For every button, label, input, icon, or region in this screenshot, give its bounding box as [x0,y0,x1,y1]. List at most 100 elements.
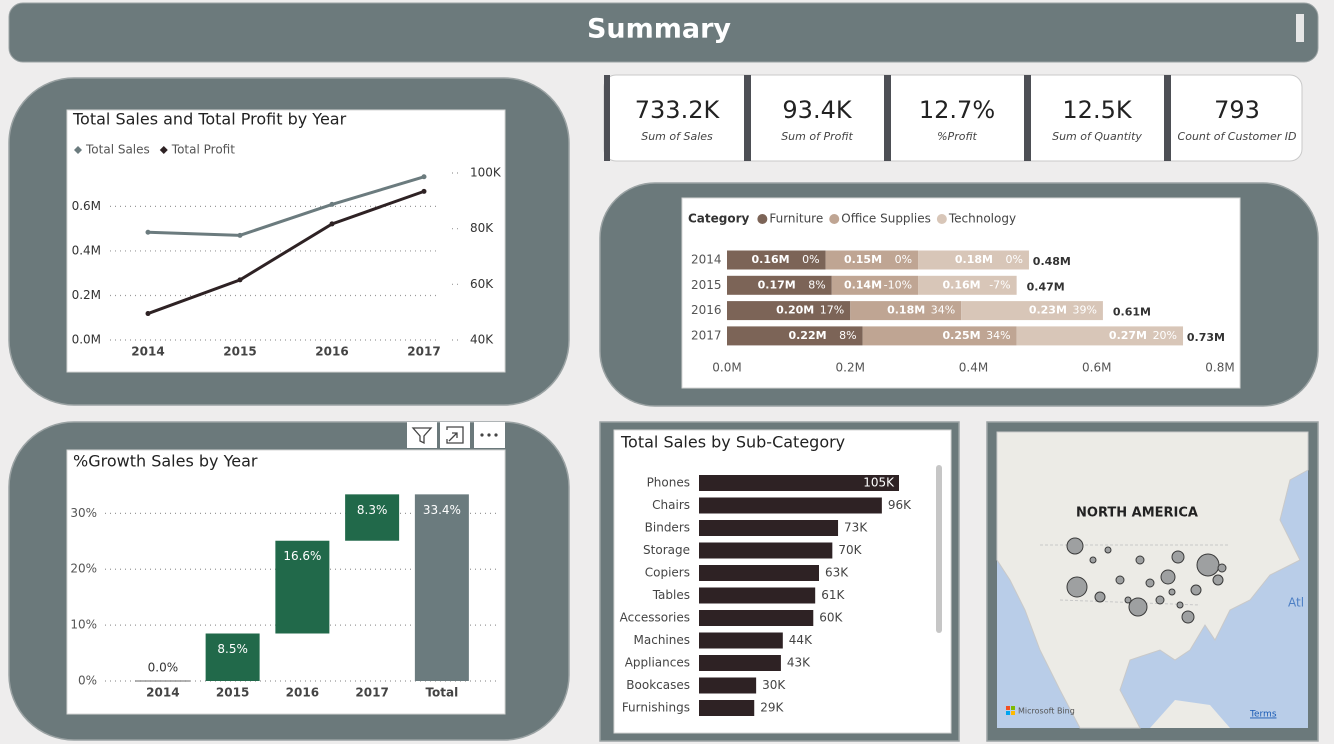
growth-label: 8% [839,329,856,342]
map-bubble [1190,584,1202,596]
bing-logo [1006,706,1010,710]
bar-segment [850,301,962,321]
y-tick-label: Appliances [625,656,690,670]
bar [699,565,819,581]
bar-segment [862,326,1017,346]
waterfall-bar [345,494,400,541]
header-bar [8,2,1319,63]
y-tick-label: 2014 [691,253,722,267]
map-terms[interactable]: Terms [1249,710,1277,720]
kpi-label: %Profit [937,130,977,143]
line-point [237,277,243,283]
bar-segment [831,275,919,295]
bar-segment [918,250,1029,270]
bar-segment [727,301,851,321]
scrollbar[interactable] [936,465,942,633]
legend-marker [159,146,168,154]
y-tick-label: 0.0M [72,333,101,347]
growth-label: 0% [1006,253,1023,266]
data-label: 30K [762,678,786,692]
map-bubble [1155,595,1165,605]
chart-title: %Growth Sales by Year [73,452,258,471]
map-bubble [1094,591,1106,603]
line-point [421,188,427,194]
legend-title: Category [688,212,750,226]
bing-logo [1006,711,1010,715]
map-bubble [1176,601,1184,609]
line-point [329,201,335,207]
map-bubble [1217,563,1227,573]
data-label: 0.22M [788,329,826,342]
y-tick-label: Storage [643,543,690,557]
map-bubble [1066,537,1084,555]
bar [699,700,755,716]
growth-label: 39% [1072,304,1096,317]
kpi-divider [604,75,610,161]
bar-segment [961,301,1103,321]
y-tick-label: 0.2M [72,288,101,302]
bar-segment [727,326,863,346]
total-label: 0.48M [1033,255,1071,268]
x-tick-label: 0.8M [1205,361,1234,375]
line-series [147,175,425,237]
bar [699,610,814,626]
x-tick-label: 2015 [223,345,256,359]
data-label: 61K [821,588,845,602]
legend-marker [829,214,840,224]
growth-label: 20% [1153,329,1177,342]
map-bubble [1104,546,1112,554]
header-handle [1296,14,1304,42]
map-provider: Microsoft Bing [1018,707,1075,716]
x-tick-label: 2014 [146,686,179,700]
growth-label: -7% [989,278,1010,291]
kpi-label: Sum of Profit [781,130,853,143]
map-bubble [1171,550,1185,564]
line-point [237,232,243,238]
kpi-value: 12.7% [919,96,995,124]
bar [699,497,882,514]
data-label: 0.20M [776,304,814,317]
y2-tick-label: 40K [470,333,494,347]
bar-segment [1016,326,1184,346]
kpi-divider [1164,75,1171,161]
legend-label: Technology [948,212,1016,226]
kpi-label: Count of Customer ID [1178,130,1297,143]
map-bubble [1115,575,1125,585]
more-dot [494,433,498,437]
data-label: 8.5% [217,642,248,656]
bar-segment [918,275,1017,295]
map-bubble [1196,553,1220,577]
map-bubble [1160,569,1176,585]
growth-label: 17% [820,304,844,317]
kpi-value: 12.5K [1062,96,1132,124]
growth-label: 0% [895,253,912,266]
waterfall-bar [205,633,260,681]
map-bubble [1124,596,1132,604]
chart-title: Total Sales and Total Profit by Year [72,110,347,129]
map-bubble [1089,556,1097,564]
waterfall-bar [275,540,330,634]
data-label: 44K [789,633,813,647]
data-label: 33.4% [423,503,461,517]
total-label: 0.47M [1027,280,1065,293]
data-label: 60K [819,611,843,625]
map-ocean-label: Atl [1288,596,1304,610]
bar [699,677,757,694]
y-tick-label: 2017 [691,328,722,342]
map: NORTH AMERICA Atl Microsoft Bing Terms [996,431,1309,729]
map-bubble [1212,574,1224,586]
legend-label: Furniture [769,212,823,226]
y2-tick-label: 100K [470,166,502,180]
y-tick-label: Binders [645,521,690,535]
bing-logo [1011,711,1015,715]
x-tick-label: 0.6M [1082,361,1111,375]
y2-tick-label: 80K [470,221,494,235]
y-tick-label: Tables [652,588,690,602]
filter-button[interactable] [407,422,437,448]
legend-marker [74,146,82,154]
kpi-label: Sum of Sales [641,130,713,143]
bar [699,587,816,604]
bing-logo [1011,706,1015,710]
data-label: 0.25M [943,329,981,342]
